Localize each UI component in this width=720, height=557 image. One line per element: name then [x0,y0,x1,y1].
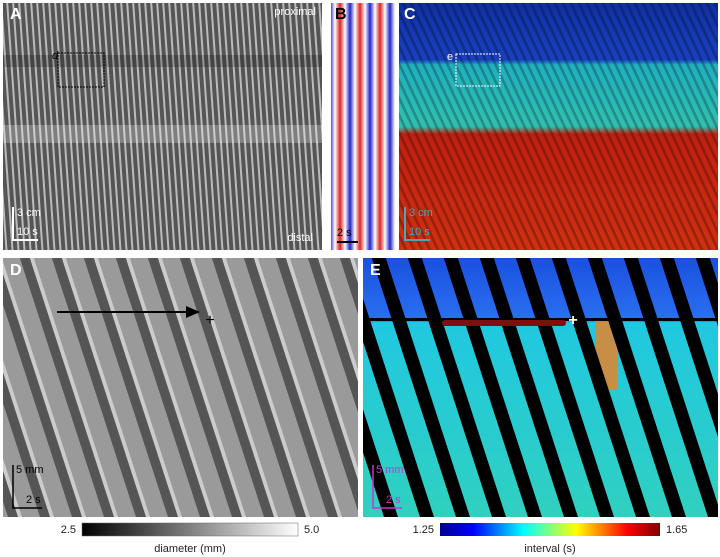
panel-e: + E 5 mm 2 s [363,258,718,517]
image [3,258,358,517]
label: e [447,51,453,63]
scale-label: 3 cm [17,207,41,219]
panel-label: D [10,262,22,279]
panel-label: A [10,6,22,23]
roi-box [57,52,105,88]
label: proximal [274,6,316,18]
roi-box [455,53,501,87]
colorbar [81,522,299,537]
colorbar-max: 1.65 [666,524,687,536]
colorbar-label: diameter (mm) [154,543,226,555]
colorbar-label: interval (s) [524,543,575,555]
label: distal [287,232,313,244]
colorbar-interval: 1.25 1.65 interval (s) [413,523,687,555]
label: d [52,50,59,62]
colorbar [440,523,660,536]
panel-label: E [370,262,381,279]
panel-c: C e 3 cm 10 s [399,3,718,250]
marker: + [205,312,214,329]
scale-label: 3 cm [409,207,433,219]
panel-label: C [404,6,416,23]
image [331,3,395,250]
panel-d: + D 5 mm 2 s [3,258,358,517]
scale-label: 2 s [26,494,41,506]
marker: + [568,312,577,329]
panel-b: B 2 s [331,3,395,250]
scale-label: 10 s [17,226,38,238]
scale-label: 10 s [409,226,430,238]
scale-label: 2 s [337,227,352,239]
colorbar-min: 2.5 [61,524,76,536]
image [3,3,322,250]
scale-label: 2 s [386,494,401,506]
panel-label: B [335,6,347,23]
colorbar-diameter: 2.5 5.0 diameter (mm) [61,522,319,555]
panel-a: A proximal distal d 3 cm 10 s [3,3,322,250]
colorbar-max: 5.0 [304,524,319,536]
scale-label: 5 mm [16,464,44,476]
scale-label: 5 mm [376,464,404,476]
colorbar-min: 1.25 [413,524,434,536]
